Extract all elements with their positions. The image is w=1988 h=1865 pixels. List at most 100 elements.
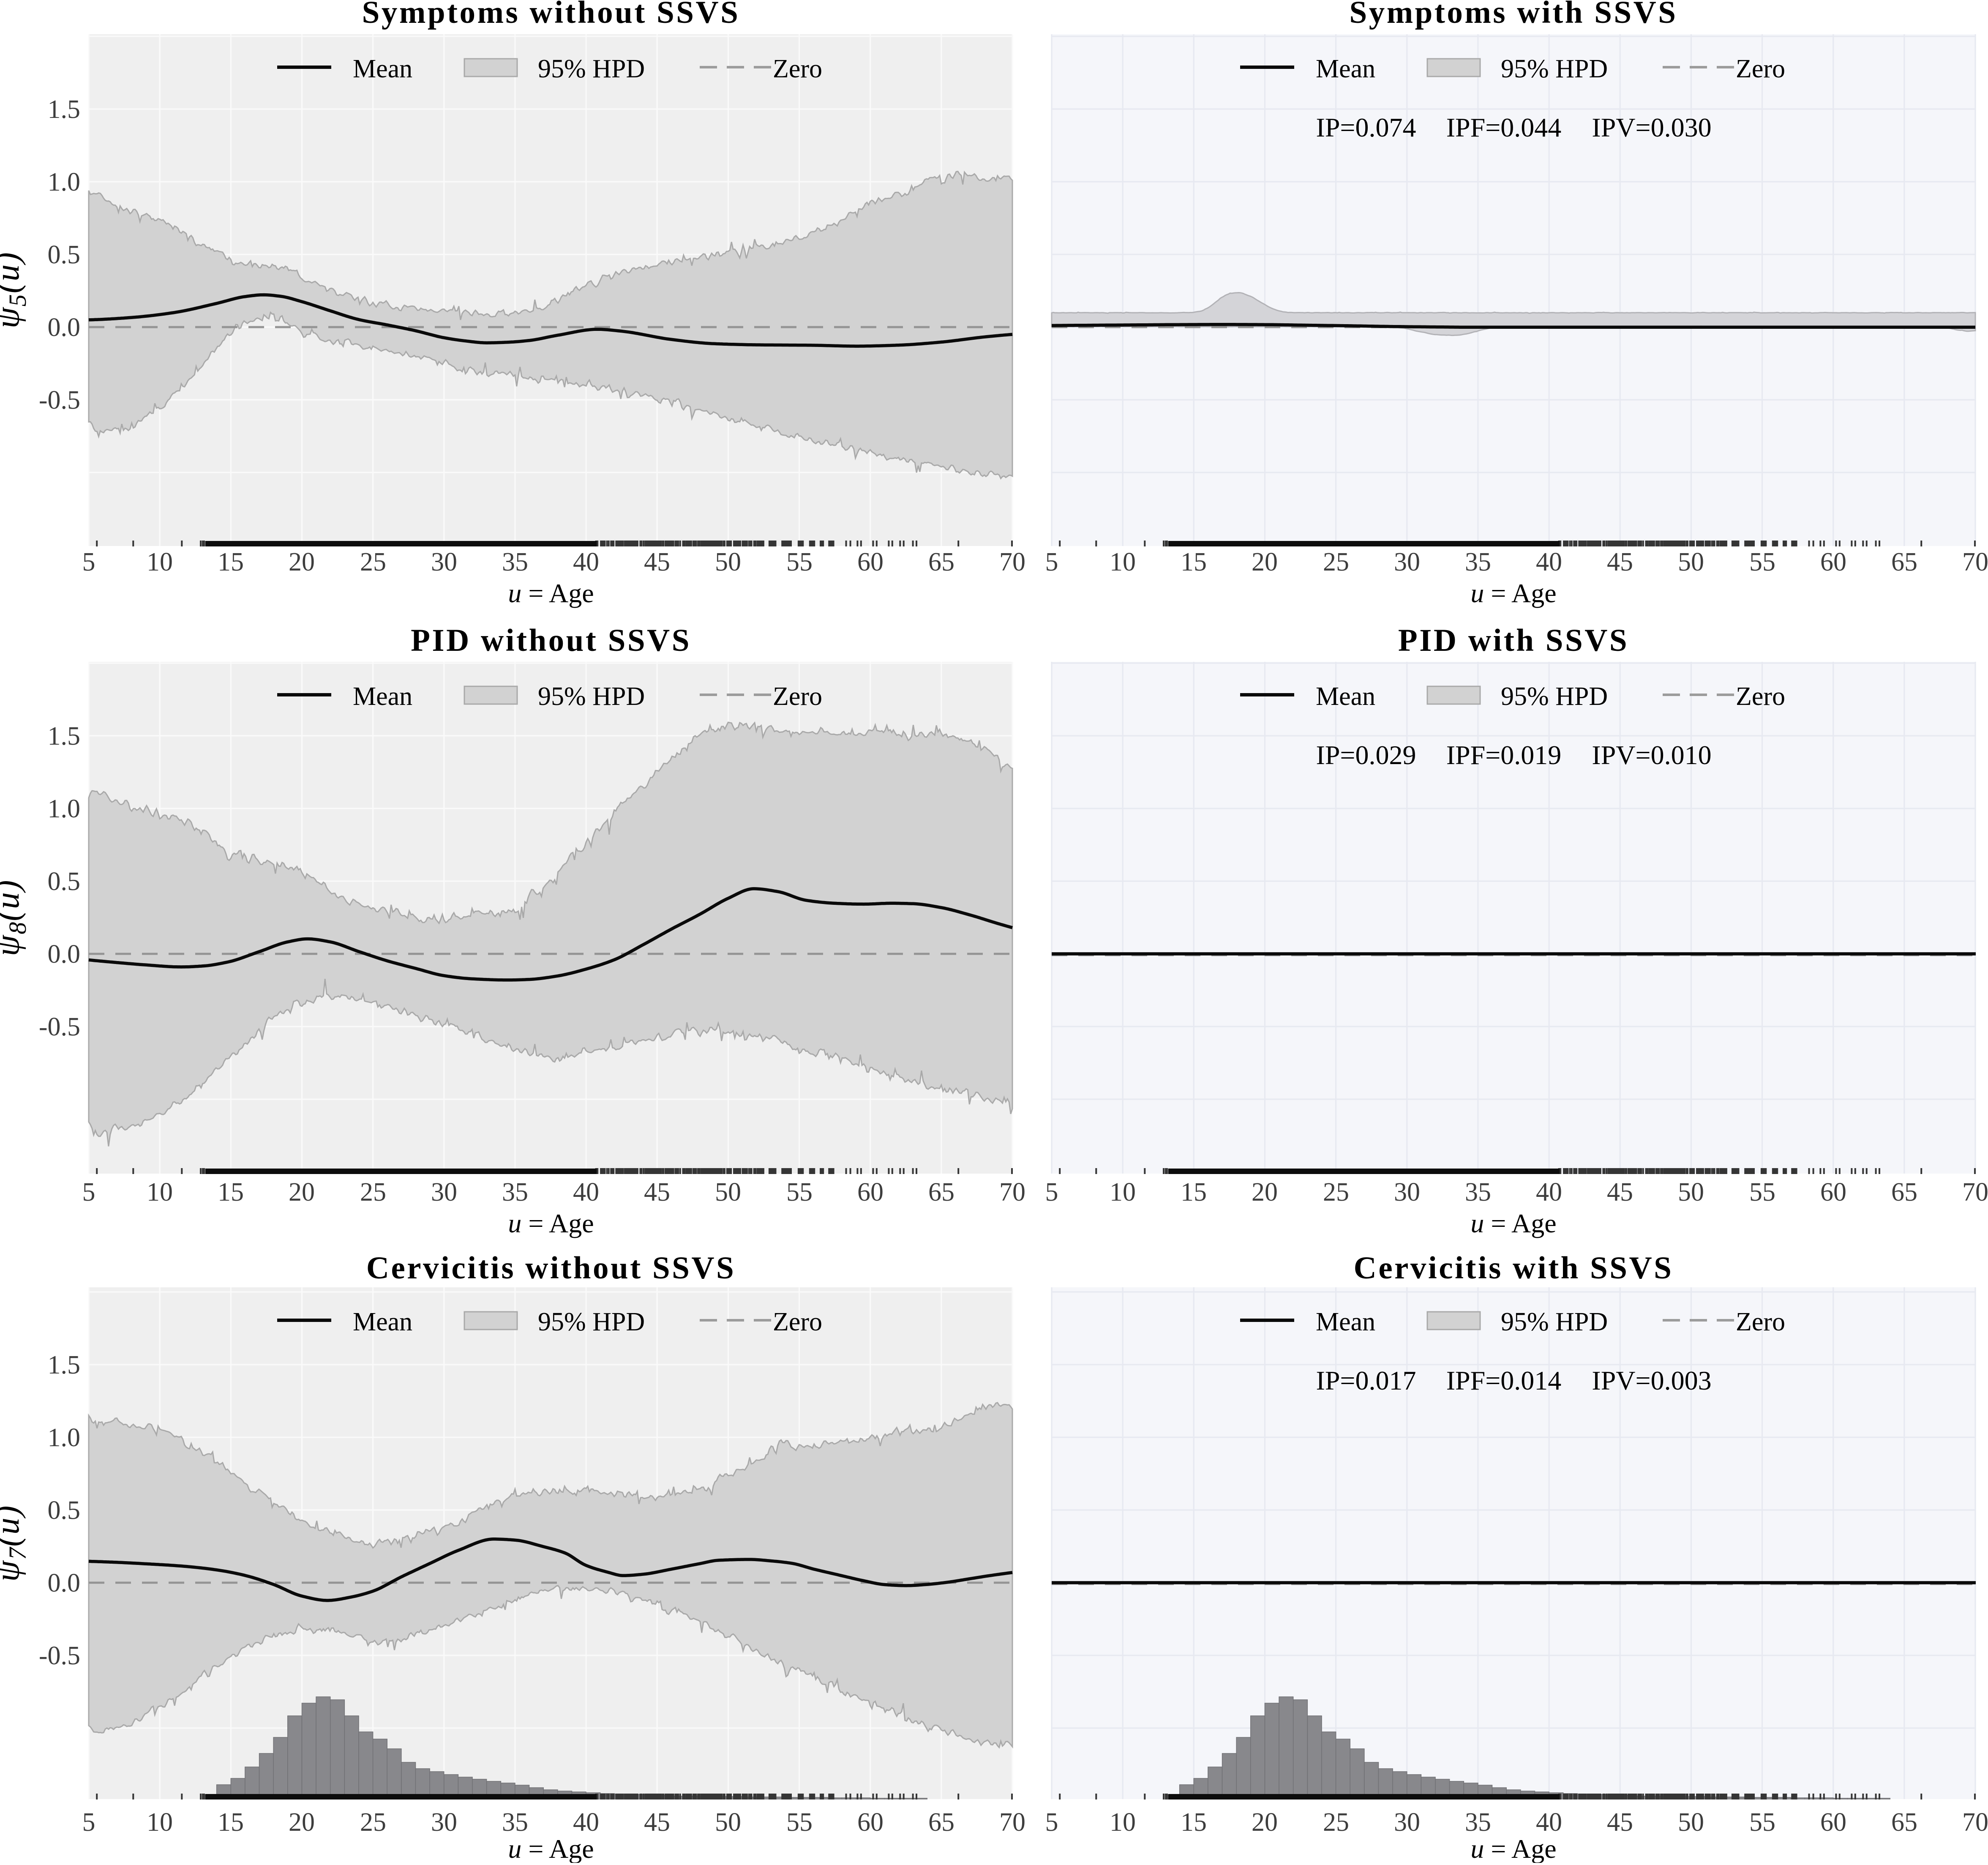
svg-text:Zero: Zero [773,682,822,711]
svg-text:30: 30 [431,1178,457,1207]
svg-text:1.5: 1.5 [48,95,81,124]
svg-text:20: 20 [289,1178,315,1207]
svg-text:30: 30 [431,548,457,576]
svg-text:PID with SSVS: PID with SSVS [1398,623,1629,658]
svg-text:25: 25 [360,1178,386,1207]
svg-text:70: 70 [999,1808,1025,1837]
svg-text:20: 20 [1252,1808,1278,1837]
svg-text:ψ7(u): ψ7(u) [0,1505,31,1582]
svg-text:70: 70 [1962,548,1988,576]
svg-text:Mean: Mean [353,682,412,711]
svg-text:50: 50 [715,548,741,576]
svg-text:0.5: 0.5 [48,240,81,269]
svg-text:IP=0.017: IP=0.017 [1316,1365,1416,1395]
svg-text:5: 5 [1045,548,1058,576]
svg-text:35: 35 [1465,1808,1491,1837]
svg-text:70: 70 [999,1178,1025,1207]
svg-text:Cervicitis without SSVS: Cervicitis without SSVS [366,1251,736,1286]
svg-text:0.0: 0.0 [48,940,81,969]
svg-text:55: 55 [786,548,813,576]
svg-text:45: 45 [644,1178,670,1207]
svg-text:Mean: Mean [1316,682,1375,711]
svg-text:20: 20 [289,1808,315,1837]
svg-text:30: 30 [1394,1808,1420,1837]
svg-text:u = Age: u = Age [508,578,594,608]
svg-text:95% HPD: 95% HPD [1501,682,1608,711]
svg-text:25: 25 [1323,548,1349,576]
svg-text:5: 5 [82,548,95,576]
svg-text:-0.5: -0.5 [39,386,80,415]
svg-text:0.0: 0.0 [48,1569,81,1597]
svg-text:50: 50 [1678,1178,1704,1207]
svg-text:0.0: 0.0 [48,313,81,342]
svg-text:Zero: Zero [1736,682,1785,711]
svg-text:IP=0.074: IP=0.074 [1316,112,1416,142]
svg-text:35: 35 [1465,1178,1491,1207]
svg-text:Mean: Mean [1316,55,1375,83]
svg-text:40: 40 [573,1178,599,1207]
svg-text:55: 55 [1749,1178,1775,1207]
svg-text:30: 30 [431,1808,457,1837]
svg-text:-0.5: -0.5 [39,1013,80,1041]
svg-text:45: 45 [644,1808,670,1837]
svg-text:u = Age: u = Age [1470,1208,1556,1238]
svg-text:IPF=0.019: IPF=0.019 [1446,740,1562,770]
svg-text:10: 10 [147,1808,173,1837]
svg-text:35: 35 [502,1178,528,1207]
svg-text:65: 65 [928,1178,954,1207]
svg-text:1.0: 1.0 [48,795,81,823]
svg-text:Zero: Zero [1736,1308,1785,1336]
svg-text:Mean: Mean [353,1308,412,1336]
svg-text:65: 65 [1891,548,1917,576]
svg-text:60: 60 [857,1808,884,1837]
svg-text:15: 15 [1181,1808,1207,1837]
svg-text:15: 15 [1181,548,1207,576]
svg-text:15: 15 [218,548,244,576]
svg-text:Symptoms without SSVS: Symptoms without SSVS [362,0,740,30]
svg-text:45: 45 [1607,1808,1633,1837]
svg-text:25: 25 [1323,1808,1349,1837]
svg-text:50: 50 [1678,1808,1704,1837]
svg-text:95% HPD: 95% HPD [538,1308,645,1336]
svg-text:65: 65 [1891,1808,1917,1837]
svg-text:65: 65 [928,548,954,576]
svg-text:60: 60 [1820,548,1846,576]
svg-text:40: 40 [573,548,599,576]
svg-text:Zero: Zero [773,1308,822,1336]
svg-text:20: 20 [289,548,315,576]
svg-text:1.5: 1.5 [48,1351,81,1379]
svg-text:55: 55 [1749,1808,1775,1837]
svg-text:55: 55 [1749,548,1775,576]
svg-text:5: 5 [82,1808,95,1837]
svg-text:30: 30 [1394,548,1420,576]
svg-text:15: 15 [1181,1178,1207,1207]
svg-text:50: 50 [1678,548,1704,576]
svg-text:70: 70 [1962,1808,1988,1837]
svg-text:Symptoms with SSVS: Symptoms with SSVS [1349,0,1677,30]
svg-text:50: 50 [715,1808,741,1837]
svg-text:ψ5(u): ψ5(u) [0,251,31,328]
svg-text:60: 60 [1820,1178,1846,1207]
svg-text:Mean: Mean [353,55,412,83]
svg-text:Cervicitis with SSVS: Cervicitis with SSVS [1354,1251,1674,1286]
svg-text:15: 15 [218,1178,244,1207]
svg-text:u = Age: u = Age [1470,1834,1556,1863]
svg-text:5: 5 [82,1178,95,1207]
svg-text:u = Age: u = Age [508,1834,594,1863]
svg-text:55: 55 [786,1178,813,1207]
svg-text:Zero: Zero [1736,55,1785,83]
svg-text:65: 65 [928,1808,954,1837]
svg-text:95% HPD: 95% HPD [538,682,645,711]
svg-text:60: 60 [857,548,884,576]
svg-text:0.5: 0.5 [48,867,81,896]
svg-text:10: 10 [1110,548,1136,576]
svg-text:45: 45 [644,548,670,576]
svg-text:25: 25 [1323,1178,1349,1207]
svg-text:IPF=0.044: IPF=0.044 [1446,112,1562,142]
svg-text:45: 45 [1607,548,1633,576]
svg-text:1.0: 1.0 [48,1423,81,1452]
svg-text:10: 10 [147,548,173,576]
svg-text:1.0: 1.0 [48,168,81,197]
svg-text:25: 25 [360,1808,386,1837]
svg-text:40: 40 [1536,548,1562,576]
